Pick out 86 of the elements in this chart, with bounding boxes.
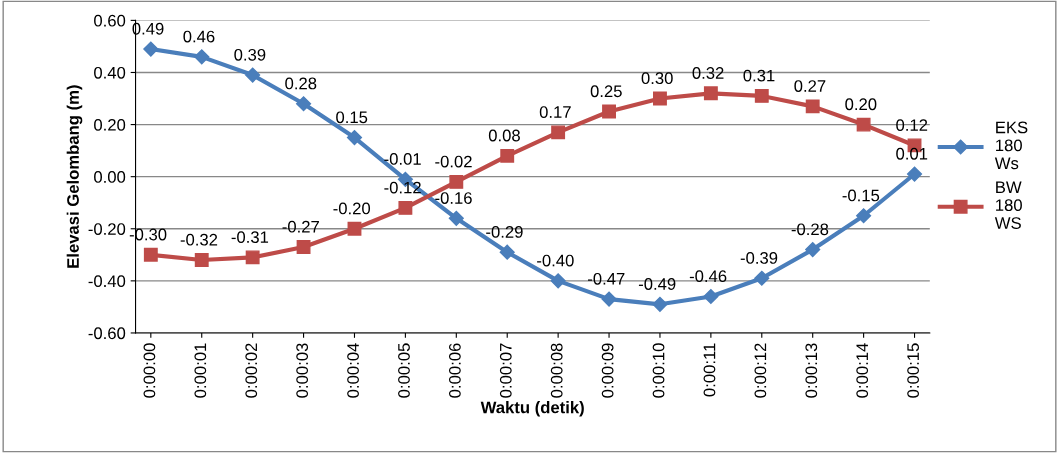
point: [856, 208, 872, 224]
data-label: 0.12: [896, 119, 928, 132]
x-tick-label: 0:00:09: [601, 343, 614, 398]
data-label: -0.39: [740, 252, 778, 264]
y-tick-label: -0.20: [88, 223, 126, 235]
x-tick-label: 0:00:05: [398, 343, 410, 398]
data-label: 0.25: [590, 85, 622, 98]
x-tick-label: 0:00:11: [703, 343, 716, 397]
x-tick-label: 0:00:03: [296, 343, 309, 398]
point: [296, 240, 311, 254]
point: [500, 148, 515, 163]
x-tick-label: 0:00:00: [143, 343, 156, 398]
point: [499, 244, 515, 260]
point: [805, 242, 821, 258]
point: [550, 273, 566, 289]
data-label: -0.31: [231, 231, 269, 244]
point: [245, 67, 261, 83]
point: [347, 221, 362, 236]
point: [194, 49, 210, 65]
x-tick-label: 0:00:12: [754, 343, 767, 398]
data-label: -0.46: [689, 270, 727, 283]
data-label: -0.40: [537, 254, 574, 267]
point: [143, 247, 158, 262]
point: [194, 253, 209, 267]
y-tick-label: 0.00: [94, 171, 126, 183]
x-tick-label: 0:00:02: [245, 343, 258, 398]
legend-label: BW 180 WS: [994, 181, 1022, 229]
data-label: 0.31: [743, 69, 775, 82]
data-label: 0.20: [845, 98, 877, 111]
data-label: 0.39: [234, 48, 266, 61]
data-label: -0.47: [588, 272, 625, 285]
data-label: 0.28: [285, 77, 317, 90]
data-label: 0.30: [641, 72, 673, 85]
point: [703, 288, 719, 305]
data-label: -0.02: [435, 155, 472, 168]
data-label: -0.20: [333, 202, 371, 215]
point: [652, 296, 668, 312]
x-tick-label: 0:00:10: [652, 343, 665, 398]
y-tick-label: -0.60: [88, 327, 126, 340]
y-axis-title: Elevasi Gelombang (m): [66, 85, 83, 268]
point: [754, 270, 770, 286]
point: [295, 96, 312, 112]
point: [601, 291, 617, 307]
x-tick-label: 0:00:01: [194, 343, 207, 398]
y-tick-label: 0.20: [94, 118, 126, 131]
data-label: 0.01: [896, 147, 928, 160]
y-tick-label: 0.40: [94, 66, 126, 79]
point: [653, 91, 667, 106]
point: [245, 250, 260, 265]
point: [448, 210, 464, 226]
x-tick-label: 0:00:04: [347, 343, 359, 398]
point: [449, 174, 464, 189]
x-tick-label: 0:00:13: [805, 343, 818, 398]
point: [551, 125, 566, 140]
data-label: 0.27: [794, 80, 826, 92]
point: [754, 88, 769, 103]
legend-label: EKS 180 Ws: [994, 121, 1028, 170]
data-label: -0.49: [638, 278, 676, 290]
data-label: -0.15: [842, 189, 880, 202]
x-tick-label: 0:00:06: [448, 343, 461, 398]
data-label: 0.32: [692, 67, 724, 79]
data-label: -0.32: [180, 233, 218, 246]
point: [805, 99, 820, 114]
data-label: -0.01: [384, 153, 421, 165]
data-label: 0.15: [336, 111, 368, 124]
y-tick-label: 0.60: [94, 14, 126, 27]
x-tick-label: 0:00:15: [907, 343, 919, 398]
data-label: -0.27: [282, 220, 319, 233]
x-tick-label: 0:00:07: [499, 343, 512, 398]
point: [856, 117, 871, 132]
data-label: -0.16: [435, 192, 472, 204]
x-tick-label: 0:00:08: [550, 343, 563, 398]
x-tick-label: 0:00:14: [856, 343, 869, 398]
data-label: 0.17: [539, 106, 571, 118]
point: [906, 166, 923, 182]
data-label: -0.29: [486, 226, 523, 238]
point: [346, 130, 363, 146]
data-label: 0.46: [183, 30, 215, 43]
point: [143, 41, 159, 57]
y-tick-label: -0.40: [88, 275, 126, 288]
point: [398, 200, 413, 215]
point: [703, 86, 718, 101]
x-axis-title: Waktu (detik): [480, 401, 584, 417]
data-label: -0.28: [791, 223, 829, 236]
point: [602, 104, 616, 119]
data-label: 0.08: [488, 129, 520, 142]
